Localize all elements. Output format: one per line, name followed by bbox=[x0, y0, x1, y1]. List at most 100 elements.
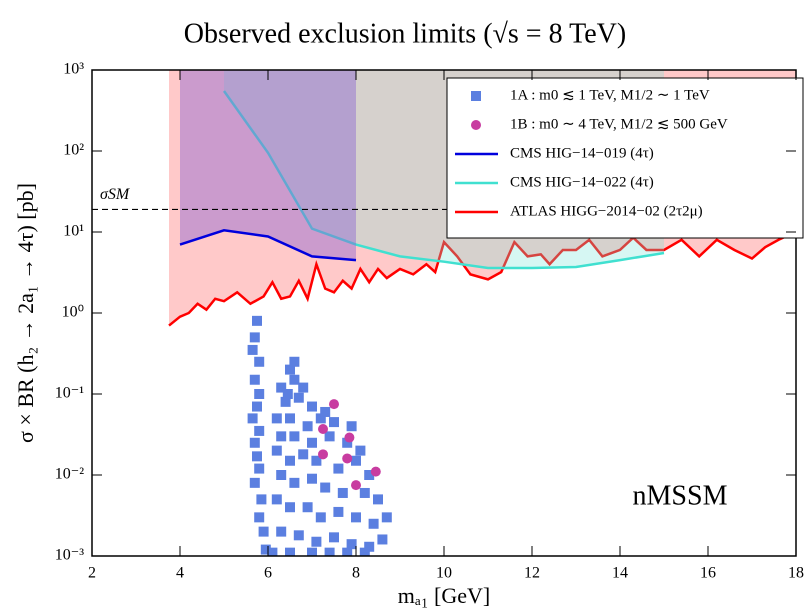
x-axis-label: mₐ₁ [GeV] bbox=[398, 583, 491, 608]
y-tick-label: 10⁻³ bbox=[55, 547, 84, 564]
point bbox=[333, 463, 344, 474]
point bbox=[276, 382, 287, 393]
y-tick-label: 10⁻² bbox=[55, 466, 84, 483]
exclusion-area bbox=[180, 70, 356, 261]
point bbox=[271, 413, 282, 424]
point bbox=[258, 526, 269, 537]
legend-box bbox=[446, 77, 804, 239]
y-tick-label: 10¹ bbox=[63, 223, 84, 240]
point bbox=[285, 455, 295, 466]
point bbox=[359, 547, 370, 556]
point bbox=[285, 547, 295, 556]
point bbox=[247, 413, 258, 424]
point bbox=[342, 547, 353, 556]
point bbox=[324, 431, 335, 442]
legend-marker bbox=[471, 120, 481, 130]
point bbox=[329, 399, 339, 410]
point bbox=[280, 396, 291, 407]
point bbox=[364, 541, 375, 552]
point bbox=[311, 455, 322, 466]
x-tick-label: 6 bbox=[264, 565, 272, 582]
point bbox=[351, 480, 361, 491]
point bbox=[344, 432, 355, 443]
point bbox=[285, 502, 295, 513]
limit-line bbox=[222, 90, 665, 270]
point bbox=[320, 406, 331, 417]
point bbox=[276, 431, 287, 442]
point bbox=[271, 494, 282, 505]
point bbox=[249, 477, 260, 488]
point bbox=[247, 344, 258, 355]
point bbox=[289, 431, 300, 442]
point bbox=[282, 389, 293, 399]
point bbox=[293, 392, 304, 403]
point bbox=[285, 364, 295, 375]
point bbox=[377, 534, 388, 545]
point bbox=[311, 536, 322, 547]
point bbox=[346, 421, 357, 432]
y-tick-label: 10⁻¹ bbox=[55, 385, 84, 402]
legend-label: CMS HIG−14−022 (4τ) bbox=[510, 174, 654, 190]
x-tick-label: 14 bbox=[612, 565, 628, 582]
point bbox=[346, 539, 357, 550]
point bbox=[276, 526, 287, 537]
point bbox=[307, 437, 317, 448]
x-tick-label: 4 bbox=[176, 565, 184, 582]
point bbox=[320, 482, 331, 493]
point bbox=[318, 449, 328, 460]
point bbox=[252, 451, 262, 462]
point bbox=[329, 532, 339, 543]
legend-marker bbox=[471, 91, 481, 101]
annotation: nMSSM bbox=[633, 480, 728, 511]
point bbox=[285, 413, 295, 424]
point bbox=[256, 494, 267, 505]
point bbox=[329, 417, 339, 428]
point bbox=[355, 445, 366, 456]
x-tick-label: 8 bbox=[352, 565, 360, 582]
limit-line bbox=[168, 232, 796, 327]
y-tick-label: 10² bbox=[63, 142, 84, 159]
point bbox=[351, 455, 361, 466]
point bbox=[315, 512, 326, 523]
point bbox=[342, 437, 353, 448]
point bbox=[381, 512, 392, 523]
point bbox=[293, 530, 304, 541]
point bbox=[368, 518, 379, 529]
y-axis-label: σ × BR (h₂ → 2a₁ → 4τ) [pb] bbox=[13, 183, 38, 443]
point bbox=[276, 470, 287, 480]
point bbox=[249, 374, 260, 385]
point bbox=[249, 332, 260, 343]
point bbox=[254, 425, 265, 436]
point bbox=[359, 487, 370, 498]
reference-label: σSM bbox=[100, 186, 131, 203]
legend-label: CMS HIG−14−019 (4τ) bbox=[510, 145, 654, 161]
point bbox=[307, 401, 317, 412]
point bbox=[315, 413, 326, 424]
point bbox=[337, 487, 348, 498]
point bbox=[254, 389, 265, 399]
x-tick-label: 12 bbox=[524, 565, 540, 582]
x-tick-label: 16 bbox=[700, 565, 716, 582]
point bbox=[254, 356, 265, 367]
point bbox=[271, 445, 282, 456]
point bbox=[307, 473, 317, 484]
x-tick-label: 10 bbox=[436, 565, 452, 582]
point bbox=[252, 315, 262, 326]
point bbox=[289, 374, 300, 385]
point bbox=[333, 506, 344, 517]
point bbox=[324, 547, 335, 556]
legend: 1A : m0 ≲ 1 TeV, M1/2 ∼ 1 TeV 1B : m0 ∼ 4… bbox=[446, 77, 804, 239]
point bbox=[302, 502, 313, 513]
point bbox=[289, 356, 300, 367]
point bbox=[302, 421, 313, 432]
legend-label: ATLAS HIGG−2014−02 (2τ2μ) bbox=[510, 203, 703, 219]
x-tick-label: 2 bbox=[88, 565, 96, 582]
point bbox=[307, 547, 317, 556]
point bbox=[318, 423, 328, 434]
point bbox=[370, 466, 381, 477]
point bbox=[364, 470, 375, 480]
point bbox=[249, 437, 260, 448]
point bbox=[289, 477, 300, 488]
point bbox=[298, 382, 309, 393]
